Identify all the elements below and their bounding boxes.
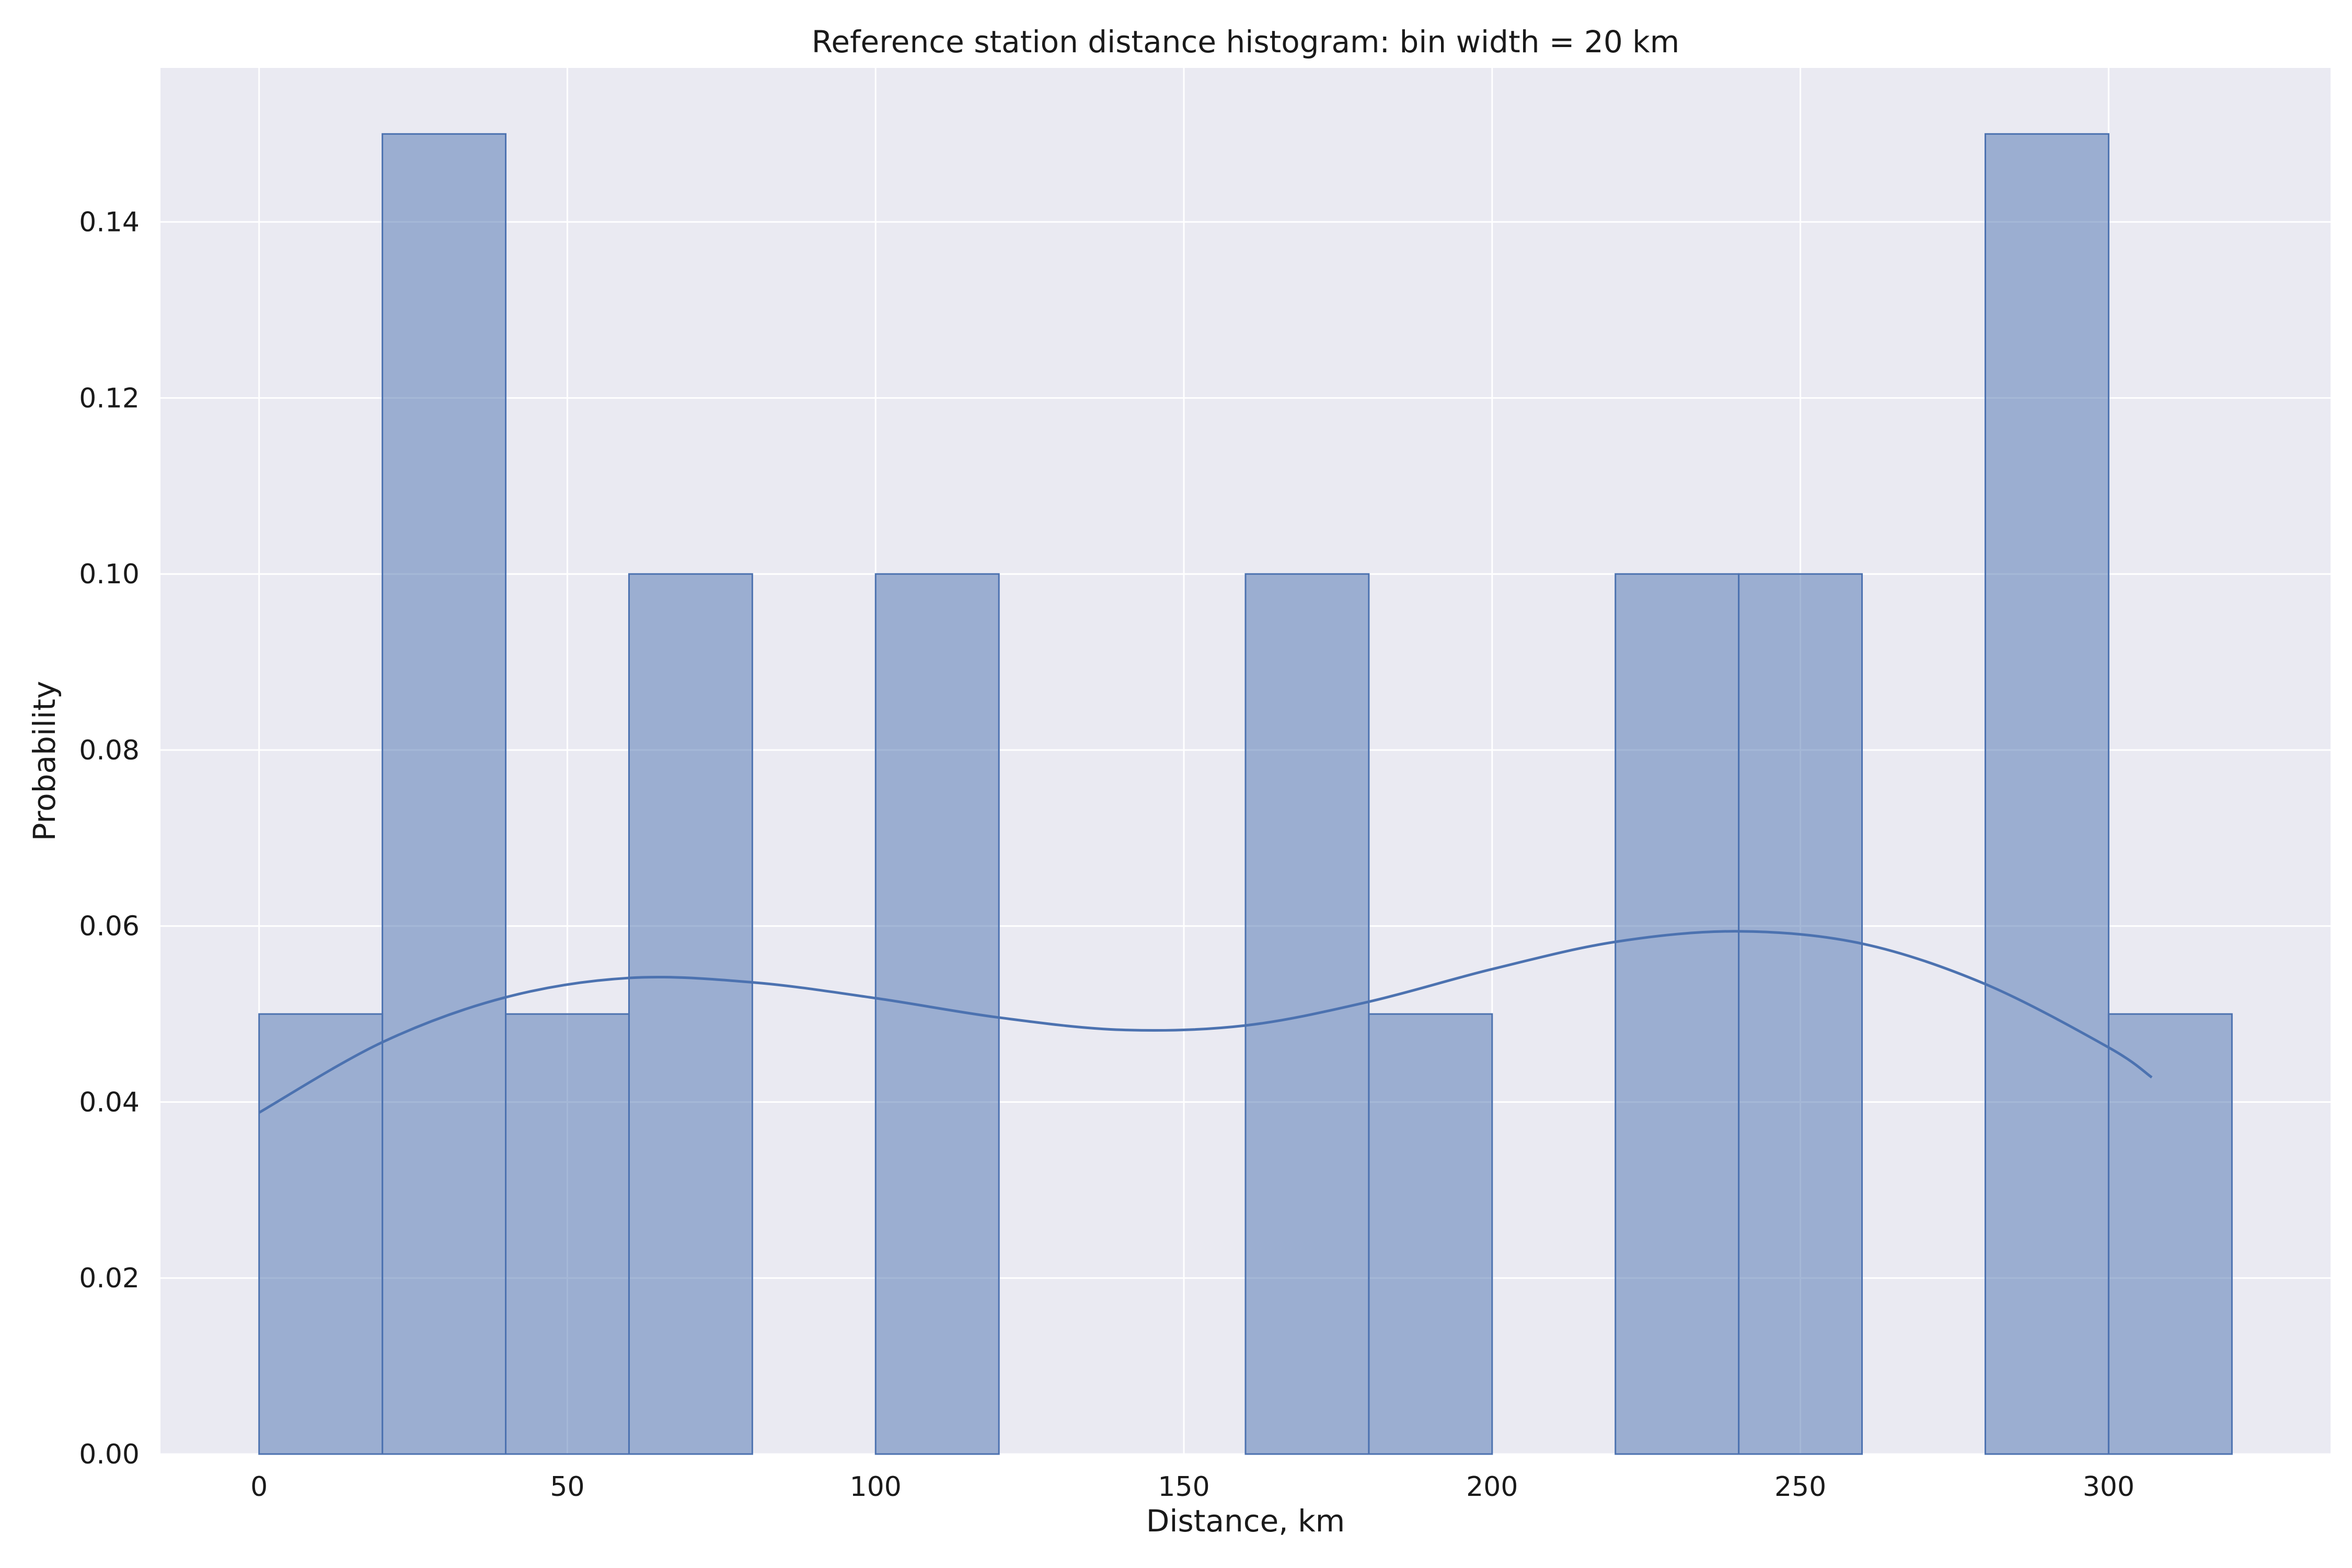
y-tick-label: 0.12 bbox=[79, 383, 140, 414]
histogram-bar bbox=[258, 1013, 384, 1455]
y-tick-label: 0.04 bbox=[79, 1087, 140, 1118]
y-tick-label: 0.14 bbox=[79, 207, 140, 238]
histogram-bar bbox=[2107, 1013, 2233, 1455]
histogram-bar bbox=[628, 573, 753, 1455]
x-tick-label: 250 bbox=[1774, 1471, 1826, 1503]
histogram-bar bbox=[382, 133, 507, 1455]
histogram-bar bbox=[1984, 133, 2109, 1455]
y-tick-label: 0.02 bbox=[79, 1263, 140, 1294]
kde-curve bbox=[258, 930, 2153, 1114]
y-axis-label: Probability bbox=[27, 681, 62, 841]
x-tick-label: 200 bbox=[1466, 1471, 1518, 1503]
x-tick-label: 300 bbox=[2083, 1471, 2135, 1503]
x-tick-label: 150 bbox=[1158, 1471, 1209, 1503]
x-tick-label: 0 bbox=[250, 1471, 268, 1503]
y-tick-label: 0.06 bbox=[79, 911, 140, 942]
x-axis-label: Distance, km bbox=[1146, 1503, 1345, 1539]
chart-title: Reference station distance histogram: bi… bbox=[812, 24, 1680, 60]
y-tick-label: 0.08 bbox=[79, 735, 140, 766]
x-tick-labels: 0 50 100 150 200 250 300 bbox=[250, 1471, 2135, 1503]
histogram-bar bbox=[1368, 1013, 1493, 1455]
y-tick-label: 0.10 bbox=[79, 559, 140, 590]
histogram-bar bbox=[1738, 573, 1863, 1455]
y-tick-label: 0.00 bbox=[79, 1439, 140, 1470]
histogram-bar bbox=[505, 1013, 630, 1455]
y-tick-labels: 0.00 0.02 0.04 0.06 0.08 0.10 0.12 0.14 bbox=[79, 207, 140, 1470]
histogram-bar bbox=[1615, 573, 1740, 1455]
x-tick-label: 50 bbox=[550, 1471, 584, 1503]
x-tick-label: 100 bbox=[850, 1471, 902, 1503]
